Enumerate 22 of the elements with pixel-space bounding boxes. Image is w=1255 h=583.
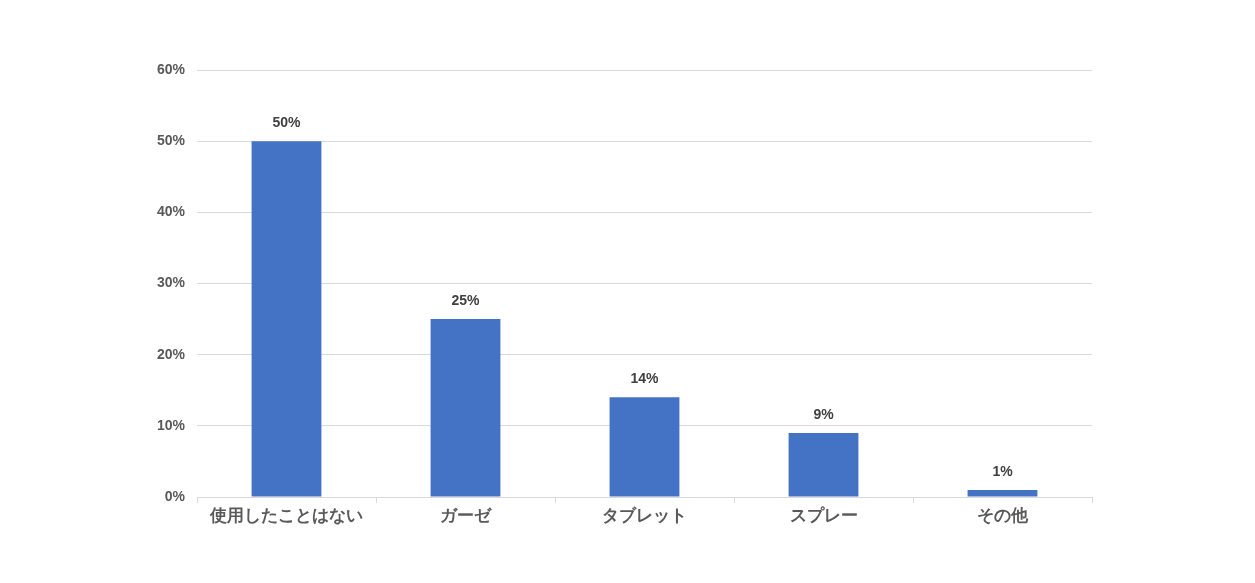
y-tick-label: 30%: [156, 274, 186, 291]
y-tick-label: 0%: [164, 487, 186, 504]
data-label: 14%: [630, 370, 660, 387]
data-label: 25%: [451, 291, 481, 308]
data-label: 9%: [813, 405, 835, 422]
y-tick-label: 20%: [156, 345, 186, 362]
data-label: 1%: [992, 462, 1014, 479]
x-tick-label: スプレー: [789, 504, 858, 525]
x-tick-label: タブレット: [602, 504, 687, 525]
y-tick-label: 10%: [156, 416, 186, 433]
bar: [251, 141, 322, 497]
y-tick-label: 40%: [156, 203, 186, 220]
y-tick-label: 60%: [156, 60, 186, 77]
bar: [609, 397, 680, 497]
y-tick-label: 50%: [156, 132, 186, 149]
x-tick-label: ガーゼ: [440, 504, 492, 525]
bar: [967, 489, 1038, 497]
data-label: 50%: [272, 114, 302, 131]
bar: [430, 319, 501, 497]
x-tick-label: その他: [977, 504, 1029, 525]
bar: [788, 432, 859, 497]
x-tick-label: 使用したことはない: [209, 504, 363, 525]
